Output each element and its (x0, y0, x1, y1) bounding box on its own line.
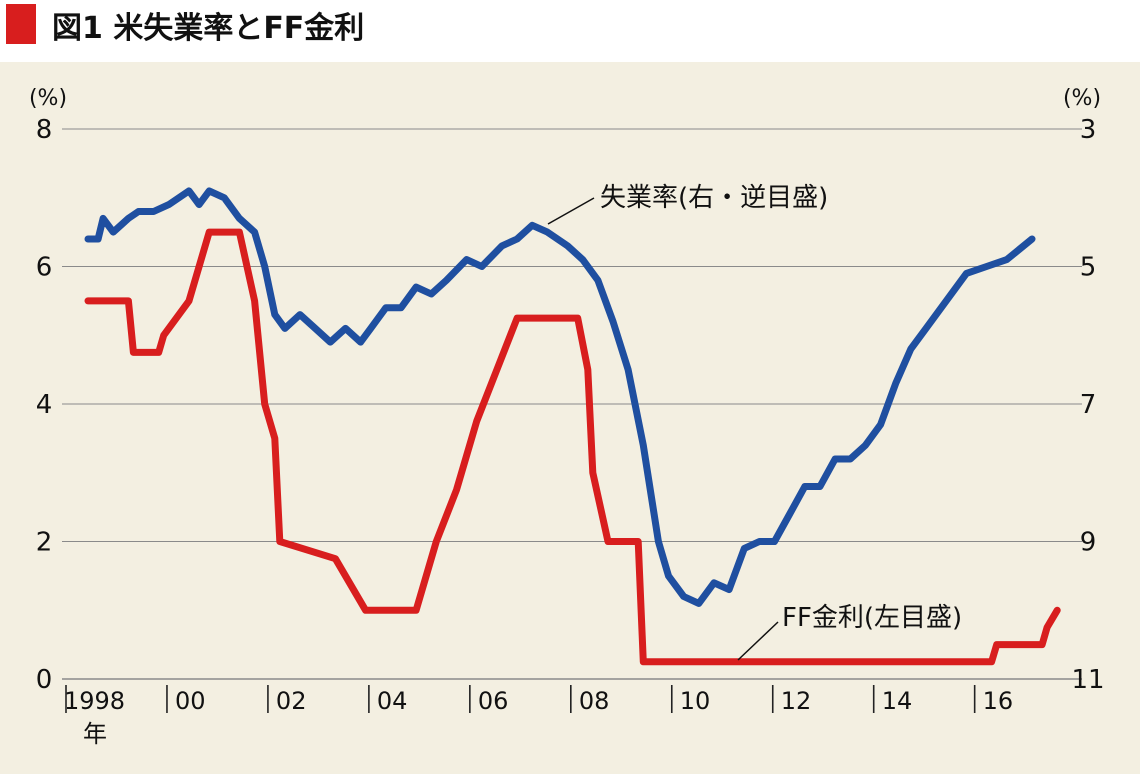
series-lines (84, 187, 1061, 666)
right-axis-tick-label: 5 (1080, 253, 1097, 283)
right-axis-tick-label: 3 (1080, 115, 1097, 145)
x-tick-label: 06 (478, 687, 509, 715)
left-axis-tick-label: 8 (36, 115, 53, 145)
title-marker (6, 4, 36, 44)
ff-rate-series-label: FF金利(左目盛) (782, 603, 962, 633)
chart-title: 図1 米失業率とFF金利 (52, 11, 364, 46)
left-axis-tick-label: 0 (36, 665, 53, 695)
unemployment-series-line (84, 187, 1036, 607)
x-tick-label: 12 (781, 687, 812, 715)
x-tick-label: 16 (983, 687, 1014, 715)
x-tick-label: 1998 (64, 687, 125, 715)
x-tick-label: 02 (276, 687, 307, 715)
x-tick-label: 00 (175, 687, 206, 715)
ff-rate-series-line (84, 228, 1061, 666)
right-axis-tick-label: 7 (1080, 390, 1097, 420)
x-tick-label: 04 (377, 687, 408, 715)
unemployment-series-label: 失業率(右・逆目盛) (600, 183, 828, 213)
left-axis-unit: (%) (29, 86, 67, 111)
x-tick-label: 14 (882, 687, 913, 715)
right-axis-tick-label: 11 (1071, 665, 1104, 695)
right-axis-tick-label: 9 (1080, 528, 1097, 558)
chart-background (0, 62, 1140, 774)
x-axis-unit: 年 (83, 720, 107, 748)
x-axis-ticks: 1998 00 02 04 06 08 10 12 14 16 (64, 685, 1013, 715)
x-tick-label: 10 (680, 687, 711, 715)
right-axis-unit: (%) (1063, 86, 1101, 111)
left-axis-tick-label: 6 (36, 253, 53, 283)
x-tick-label: 08 (579, 687, 610, 715)
right-axis-ticks: 3 5 7 9 11 (1071, 115, 1104, 695)
grid-lines (62, 128, 1082, 680)
left-axis-tick-label: 2 (36, 528, 53, 558)
left-axis-ticks: 8 6 4 2 0 (36, 115, 53, 695)
unemployment-label-leader (547, 197, 595, 225)
ff-rate-label-leader (737, 621, 779, 661)
left-axis-tick-label: 4 (36, 390, 53, 420)
